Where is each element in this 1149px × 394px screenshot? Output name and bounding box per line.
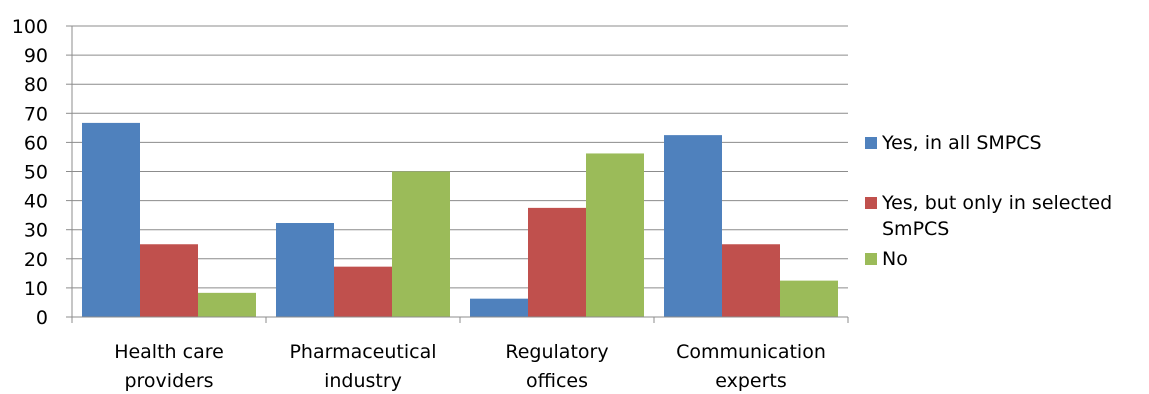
bar <box>780 280 838 317</box>
bar <box>528 207 586 317</box>
y-tick-label: 80 <box>24 74 48 96</box>
y-axis-ticks: 0 10 20 30 40 50 60 70 80 90 100 <box>12 16 72 329</box>
legend-label: Yes, but only in selected SmPCS <box>882 192 1113 240</box>
y-tick-label: 30 <box>24 220 48 242</box>
bar <box>722 244 780 317</box>
bar <box>392 171 450 317</box>
y-tick-label: 0 <box>36 307 48 329</box>
x-category-label: industry <box>324 370 402 392</box>
y-tick-label: 50 <box>24 162 48 184</box>
x-category-label: Communication <box>676 341 826 363</box>
bar <box>140 244 198 317</box>
bar <box>198 292 256 317</box>
legend-swatch <box>865 253 877 265</box>
legend-item: No <box>862 246 1149 272</box>
x-category-label: Regulatory <box>505 341 608 363</box>
bar <box>470 298 528 317</box>
y-tick-label: 10 <box>24 278 48 300</box>
y-tick-label: 40 <box>24 191 48 213</box>
bar <box>334 266 392 317</box>
legend-label: Yes, in all SMPCS <box>882 132 1042 154</box>
y-tick-label: 70 <box>24 103 48 125</box>
x-category-label: Pharmaceutical <box>289 341 436 363</box>
x-category-label: experts <box>715 370 787 392</box>
legend-swatch <box>865 137 877 149</box>
bar <box>82 122 140 317</box>
x-axis <box>71 26 849 323</box>
y-tick-label: 20 <box>24 249 48 271</box>
y-tick-label: 90 <box>24 45 48 67</box>
x-category-label: providers <box>124 370 213 392</box>
legend-label: No <box>882 248 908 270</box>
y-tick-label: 100 <box>12 16 48 38</box>
x-axis-categories: Health care providers Pharmaceutical indust… <box>114 341 826 392</box>
gridlines <box>72 25 848 289</box>
bar-chart: 0 10 20 30 40 50 60 70 80 90 100 Health care provid… <box>12 16 849 392</box>
bars <box>82 122 838 317</box>
x-category-label: Health care <box>114 341 224 363</box>
bar <box>664 135 722 317</box>
legend-item: Yes, in all SMPCS <box>862 130 1149 156</box>
bar <box>276 223 334 317</box>
y-tick-label: 60 <box>24 132 48 154</box>
bar <box>586 153 644 317</box>
x-category-label: offices <box>526 370 588 392</box>
legend-swatch <box>865 197 877 209</box>
legend-item: Yes, but only in selected SmPCS <box>862 190 1149 242</box>
